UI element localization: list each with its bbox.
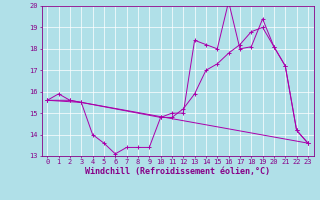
X-axis label: Windchill (Refroidissement éolien,°C): Windchill (Refroidissement éolien,°C) — [85, 167, 270, 176]
